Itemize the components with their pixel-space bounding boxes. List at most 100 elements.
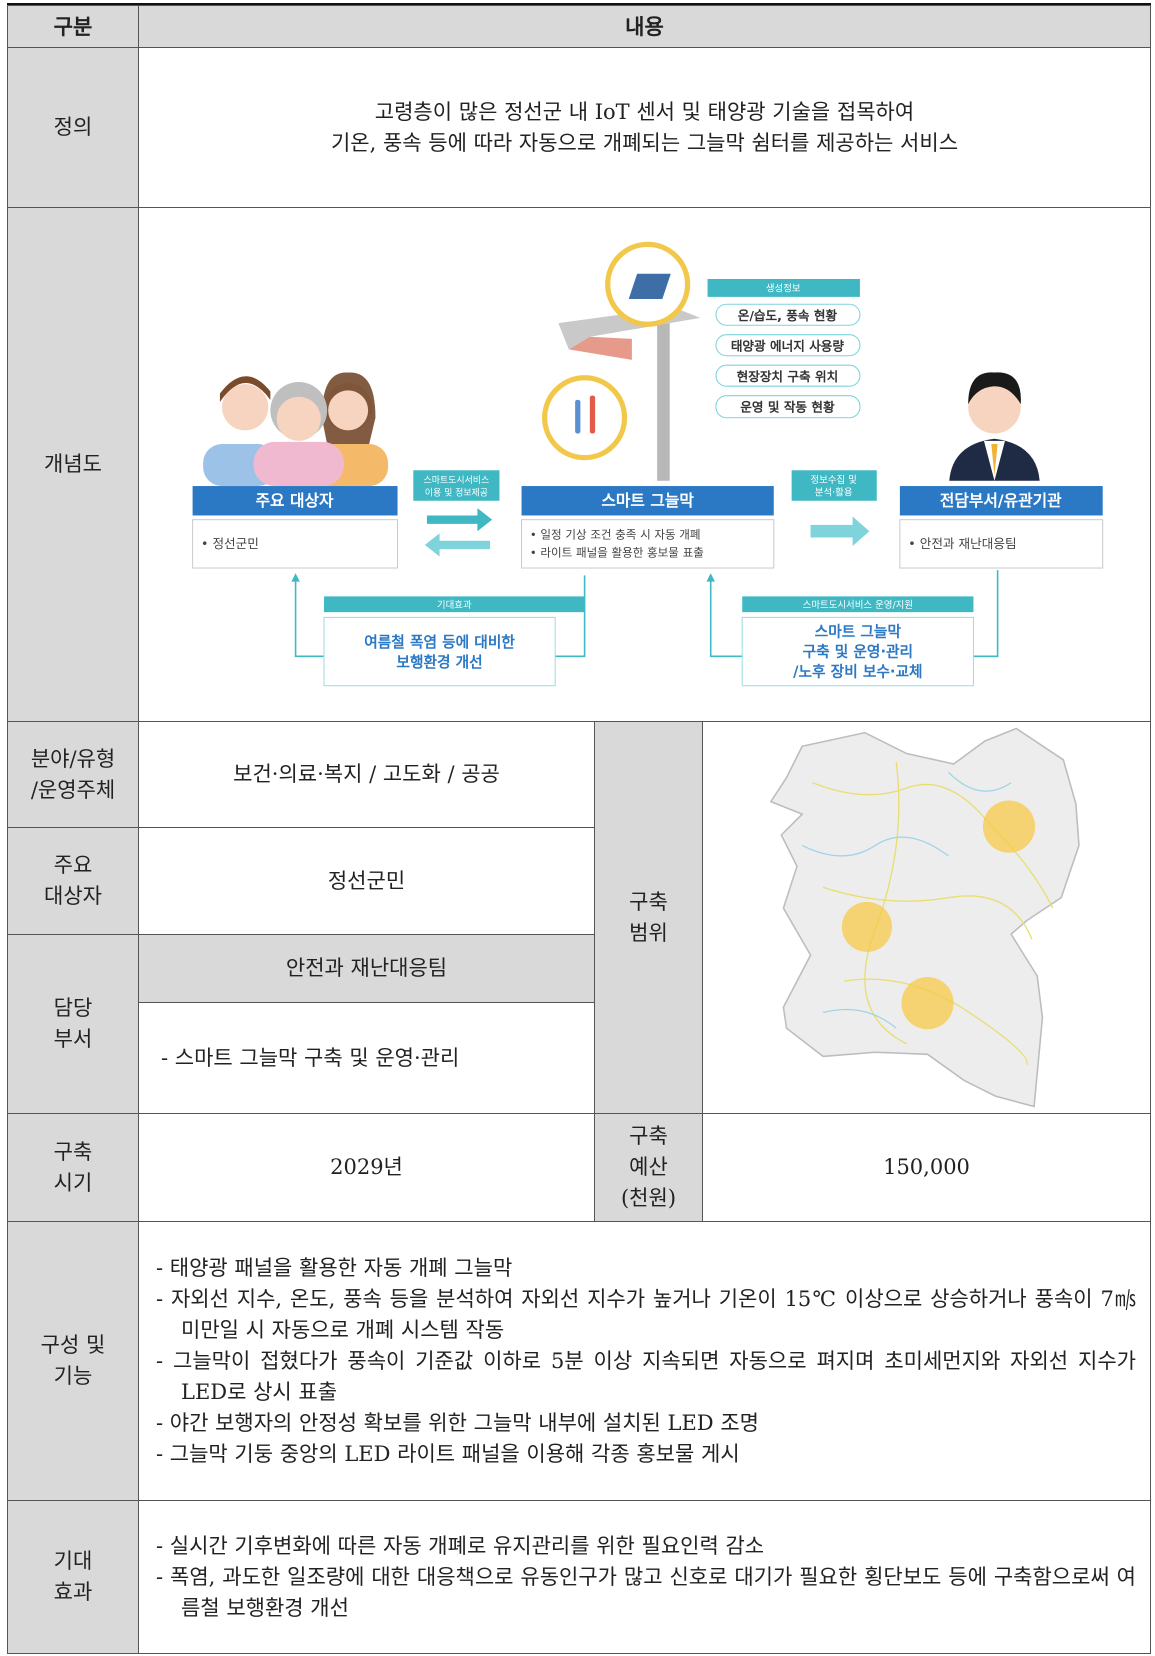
body [253,441,344,487]
row-label: 분야/유형/운영주체 [7,721,139,828]
effect-box [323,616,556,687]
head [968,380,1021,434]
tag-box [707,279,860,297]
top-rule [7,3,1151,6]
label-text: 정의 [53,115,93,139]
label-text: (천원) [620,1186,677,1210]
region-map [769,727,1080,1108]
arrow-right [426,508,493,532]
icon-circle [542,375,628,461]
operate-text: 구축 및 운영·관리 [803,642,914,660]
info-text: 온/습도, 풍속 현황 [738,308,838,323]
connector-head [291,573,300,582]
feature-item: - 태양광 패널을 활용한 자동 개폐 그늘막 [156,1255,513,1280]
staff-illustration [949,372,1040,481]
value-cell: 안전과 재난대응팀 [138,934,595,1003]
canopy [568,336,632,360]
item-box [899,519,1104,569]
value-text: 2029년 [330,1155,403,1179]
hair [968,372,1021,405]
tag-text: 생성정보 [766,284,801,295]
box-title: 스마트 그늘막 [601,491,694,510]
value-text: 안전과 재난대응팀 [285,956,448,980]
feature-item: - 그늘막이 접혔다가 풍속이 기준값 이하로 5분 이상 지속되면 자동으로 … [156,1348,1136,1404]
value-cell: 2029년 [138,1113,595,1222]
tag-text: 기대효과 [437,600,472,611]
info-text: 현장장치 구축 위치 [737,369,839,384]
info-pill [715,334,861,357]
connector-head [706,573,715,582]
feature-item: - 야간 보행자의 안정성 확보를 위한 그늘막 내부에 설치된 LED 조명 [156,1410,759,1435]
definition-line: 기온, 풍속 등에 따라 자동으로 개폐되는 그늘막 쉼터를 제공하는 서비스 [330,130,959,155]
map-cell [702,721,1151,1114]
solar-panel [628,273,671,299]
item-box [192,519,399,569]
thermometer [589,395,596,434]
value-cell: - 스마트 그늘막 구축 및 운영·관리 [138,1002,595,1114]
feature-item: - 자외선 지수, 온도, 풍속 등을 분석하여 자외선 지수가 높거나 기온이… [156,1286,1136,1342]
head [276,396,321,441]
operate-text: /노후 장비 보수·교체 [793,662,922,680]
label-text: 기대 [53,1549,93,1573]
definition-cell: 고령층이 많은 정선군 내 IoT 센서 및 태양광 기술을 접목하여 기온, … [138,47,1151,208]
arrow-left [424,533,491,557]
title-box [521,486,774,516]
box-title: 주요 대상자 [256,491,334,510]
install-area [982,800,1036,853]
box-item: • 라이트 패널을 활용한 홍보물 표출 [530,545,704,559]
header-cell: 내용 [138,5,1151,48]
label-text: 구축 [53,1139,93,1164]
info-pill [715,303,861,326]
pole [657,317,670,481]
label-text: 담당 [53,996,93,1020]
tag-text: 스마트도시서비스 [424,475,490,486]
row-label: 구축 시기 [7,1113,139,1222]
head [222,384,269,431]
header-text: 구분 [53,14,93,39]
effects-cell: - 실시간 기후변화에 따른 자동 개폐로 유지관리를 위한 필요인력 감소 -… [138,1500,1151,1654]
value-text: 150,000 [883,1155,970,1179]
value-text: - 스마트 그늘막 구축 및 운영·관리 [161,1045,460,1070]
title-box [899,486,1103,516]
info-text: 태양광 에너지 사용량 [731,338,845,353]
label-text: 기능 [53,1364,93,1388]
label-text: 범위 [629,920,668,945]
hair [219,376,271,402]
row-label: 개념도 [7,207,139,722]
value-text: 정선군민 [327,868,406,893]
features-cell: - 태양광 패널을 활용한 자동 개폐 그늘막 - 자외선 지수, 온도, 풍속… [138,1221,1151,1501]
install-area [841,901,893,952]
label-text: 구축 [629,889,668,914]
box-item: • 안전과 재난대응팀 [908,536,1016,551]
info-text: 운영 및 작동 현황 [740,399,835,414]
concept-diagram: 주요 대상자 • 정선군민 스마트도시서비스 이용 및 정보제공 생성정보 온/… [192,241,1104,687]
box-item: • 정선군민 [201,536,259,551]
label-text: /운영주체 [30,777,116,802]
map-road [812,761,1054,1066]
tag-text: 분석·활용 [815,487,853,499]
info-pill [715,395,861,419]
label-text: 구축 [629,1124,668,1148]
definition-line: 고령층이 많은 정선군 내 IoT 센서 및 태양광 기술을 접목하여 [374,99,915,124]
header-cell: 구분 [7,5,139,48]
tie [991,444,998,476]
effect-item: - 실시간 기후변화에 따른 자동 개폐로 유지관리를 위한 필요인력 감소 [156,1533,765,1558]
operate-text: 스마트 그늘막 [815,622,902,640]
label-text: 구성 및 [40,1333,106,1357]
install-area [901,977,954,1030]
map-river [801,771,1012,1029]
box-item: • 일정 기상 조건 충족 시 자동 개폐 [530,528,701,542]
value-cell: 정선군민 [138,827,595,935]
row-label: 담당 부서 [7,934,139,1114]
label-text: 개념도 [44,452,102,476]
arrow-right [810,516,870,546]
info-pill [715,364,861,387]
value-text: 보건·의료·복지 / 고도화 / 공공 [233,762,500,786]
effect-text: 여름철 폭염 등에 대비한 [364,634,515,651]
thermometer [575,399,581,434]
label-text: 주요 [53,853,93,877]
